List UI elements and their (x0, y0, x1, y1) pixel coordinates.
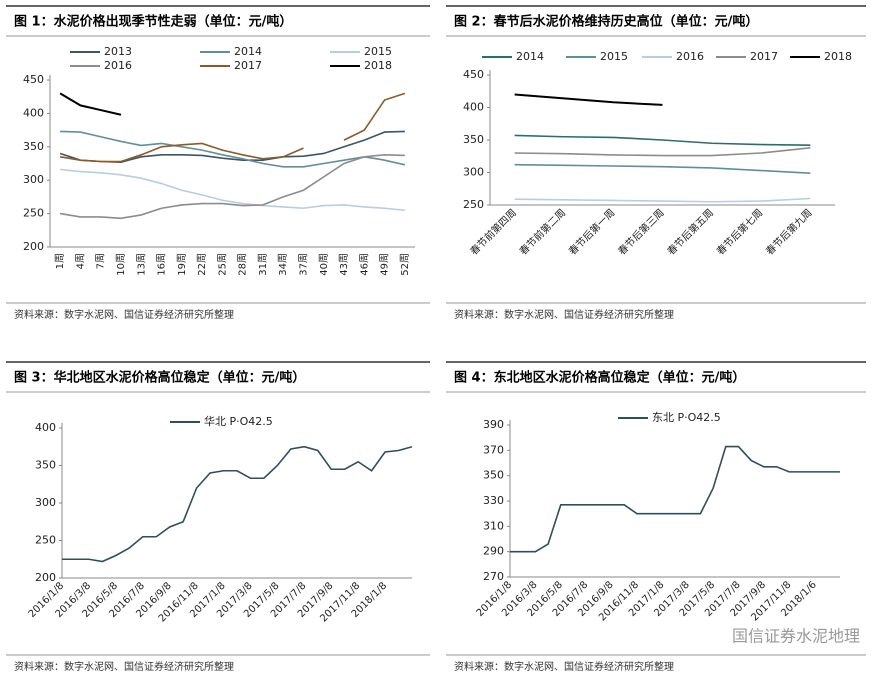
x-tick-label: 16周 (156, 253, 168, 276)
y-tick-label: 400 (23, 106, 44, 119)
series-line (514, 134, 811, 146)
series-line (514, 163, 811, 174)
x-tick-label: 春节后第一周 (566, 206, 618, 258)
series-line (60, 168, 405, 212)
x-tick-label: 19周 (176, 253, 188, 276)
source: 资料来源：数字水泥网、国信证券经济研究所整理 (14, 660, 234, 673)
chart-title: 图 3：华北地区水泥价格高位稳定（单位：元/吨） (14, 370, 305, 386)
source: 资料来源：数字水泥网、国信证券经济研究所整理 (454, 308, 674, 321)
y-tick-label: 450 (23, 73, 44, 86)
x-tick-label: 春节后第七周 (714, 206, 766, 258)
x-tick-label: 31周 (257, 253, 269, 276)
x-tick-label: 37周 (297, 253, 309, 276)
x-tick-label: 52周 (399, 253, 411, 276)
series-line (60, 154, 405, 220)
y-tick-label: 270 (483, 570, 504, 583)
series-line (59, 92, 122, 116)
x-tick-label: 1周 (54, 253, 66, 269)
legend-label: 2018 (364, 59, 392, 72)
legend-label: 2018 (824, 50, 852, 63)
x-tick-label: 4周 (74, 253, 86, 269)
legend-label: 2015 (600, 50, 628, 63)
legend-label: 东北 P·O42.5 (652, 411, 721, 424)
legend-label: 2016 (676, 50, 704, 63)
watermark: 国信证券水泥地理 (732, 627, 860, 646)
x-tick-label: 49周 (379, 253, 391, 276)
legend-label: 2015 (364, 45, 392, 58)
y-tick-label: 290 (483, 545, 504, 558)
x-tick-label: 46周 (358, 253, 370, 276)
y-tick-label: 400 (463, 101, 484, 114)
y-tick-label: 310 (483, 519, 504, 532)
series-line (514, 197, 811, 203)
y-tick-label: 350 (483, 469, 504, 482)
y-tick-label: 200 (35, 571, 56, 584)
series-line (60, 142, 304, 163)
legend-label: 2013 (104, 45, 132, 58)
x-tick-label: 25周 (216, 253, 228, 276)
series-line (60, 130, 406, 168)
legend-label: 2014 (234, 45, 262, 58)
x-tick-label: 7周 (95, 253, 107, 269)
source: 资料来源：数字水泥网、国信证券经济研究所整理 (454, 660, 674, 673)
y-tick-label: 250 (23, 207, 44, 220)
x-tick-label: 22周 (196, 253, 208, 276)
y-tick-label: 300 (463, 166, 484, 179)
x-tick-label: 春节前第二周 (517, 206, 569, 258)
y-tick-label: 330 (483, 494, 504, 507)
series-line (510, 445, 840, 553)
legend-label: 2014 (516, 50, 544, 63)
x-tick-label: 34周 (277, 253, 289, 276)
legend-label: 2017 (750, 50, 778, 63)
y-tick-label: 450 (463, 68, 484, 81)
x-tick-label: 春节后第五周 (664, 206, 716, 258)
x-tick-label: 春节前第四周 (467, 206, 519, 258)
y-tick-label: 300 (23, 173, 44, 186)
y-tick-label: 350 (23, 140, 44, 153)
y-tick-label: 250 (35, 534, 56, 547)
series-line (514, 147, 811, 157)
x-tick-label: 28周 (237, 253, 249, 276)
y-tick-label: 200 (23, 240, 44, 253)
chart-title: 图 2：春节后水泥价格维持历史高位（单位：元/吨） (454, 14, 758, 30)
y-tick-label: 400 (35, 421, 56, 434)
chart-title: 图 1：水泥价格出现季节性走弱（单位：元/吨） (14, 14, 292, 30)
y-tick-label: 350 (35, 459, 56, 472)
source: 资料来源：数字水泥网、国信证券经济研究所整理 (14, 308, 234, 321)
y-tick-label: 370 (483, 443, 504, 456)
x-tick-label: 40周 (318, 253, 330, 276)
legend-label: 2017 (234, 59, 262, 72)
y-tick-label: 350 (463, 133, 484, 146)
series-line (514, 93, 663, 106)
legend-label: 2016 (104, 59, 132, 72)
y-tick-label: 250 (463, 198, 484, 211)
y-tick-label: 300 (35, 496, 56, 509)
x-tick-label: 13周 (135, 253, 147, 276)
legend-label: 华北 P·O42.5 (204, 414, 273, 428)
x-tick-label: 10周 (115, 253, 127, 276)
x-tick-label: 春节后第九周 (763, 206, 815, 258)
y-tick-label: 390 (483, 418, 504, 431)
x-tick-label: 43周 (338, 253, 350, 276)
series-line (62, 445, 413, 563)
x-tick-label: 春节后第三周 (615, 206, 667, 258)
series-line (343, 92, 406, 141)
chart-title: 图 4：东北地区水泥价格高位稳定（单位：元/吨） (454, 370, 745, 386)
